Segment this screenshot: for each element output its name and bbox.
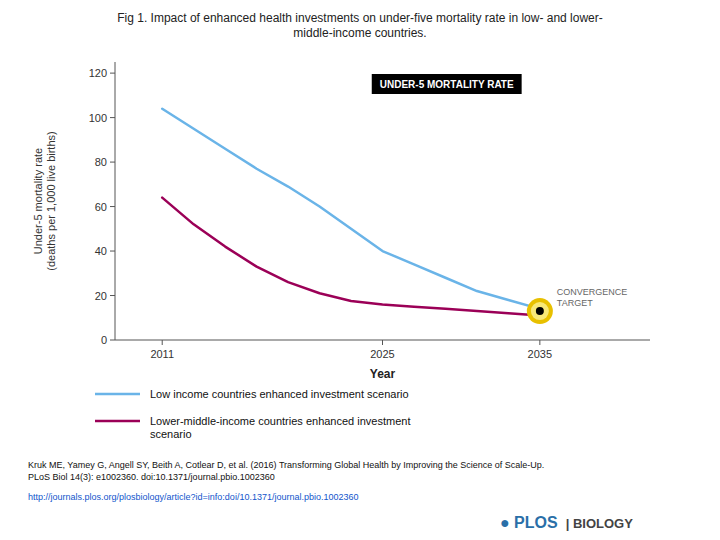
citation: Kruk ME, Yamey G, Angell SY, Beith A, Co…: [28, 460, 544, 482]
y-tick: [110, 73, 115, 74]
x-tick: [382, 340, 383, 345]
y-tick: [110, 295, 115, 296]
text-line: Fig 1. Impact of enhanced health investm…: [117, 11, 603, 25]
series-line: [162, 109, 540, 309]
legend-swatch: [95, 393, 140, 396]
y-tick: [110, 162, 115, 163]
y-tick-label: 20: [95, 290, 107, 302]
y-tick-label: 60: [95, 201, 107, 213]
label-box: [372, 74, 522, 94]
legend-label: Low income countries enhanced investment…: [150, 388, 409, 400]
y-axis-line: [115, 62, 116, 340]
legend-item: Low income countries enhanced investment…: [95, 388, 409, 400]
plot-area: [162, 109, 553, 324]
y-tick: [110, 206, 115, 207]
x-tick-label: 2025: [370, 348, 394, 360]
text-line: middle-income countries.: [293, 26, 426, 40]
text-line: TARGET: [557, 298, 593, 308]
text-line: Under-5 mortality rate: [32, 148, 44, 254]
text-line: CONVERGENCE: [557, 287, 628, 297]
target-ring: [527, 298, 553, 324]
y-tick-label: 40: [95, 245, 107, 257]
y-tick-label: 120: [89, 67, 107, 79]
y-axis-label: Under-5 mortality rate(deaths per 1,000 …: [32, 131, 57, 270]
x-tick: [539, 340, 540, 345]
url: http://journals.plos.org/plosbiology/art…: [28, 492, 358, 502]
y-axis-label-group: Under-5 mortality rate(deaths per 1,000 …: [32, 131, 57, 270]
chart: Fig 1. Impact of enhanced health investm…: [0, 0, 720, 540]
logo: | BIOLOGY: [566, 516, 634, 531]
text-line: scenario: [150, 428, 192, 440]
y-tick-label: 100: [89, 112, 107, 124]
legend-label: Lower-middle-income countries enhanced i…: [150, 415, 410, 440]
label-box-text: UNDER-5 MORTALITY RATE: [380, 79, 514, 90]
annotation: CONVERGENCETARGET: [557, 287, 628, 308]
x-tick-label: 2011: [150, 348, 174, 360]
legend-item: Lower-middle-income countries enhanced i…: [95, 415, 410, 440]
x-tick: [162, 340, 163, 345]
y-tick-label: 80: [95, 156, 107, 168]
y-tick-label: 0: [101, 334, 107, 346]
text-line: (deaths per 1,000 live births): [45, 131, 57, 270]
y-tick: [110, 251, 115, 252]
text-line: Low income countries enhanced investment…: [150, 388, 409, 400]
background: [0, 0, 720, 540]
text-line: Kruk ME, Yamey G, Angell SY, Beith A, Co…: [28, 460, 544, 470]
logo: ● PLOS: [500, 514, 558, 531]
series-line: [162, 198, 540, 316]
y-tick: [110, 340, 115, 341]
x-tick-label: 2035: [528, 348, 552, 360]
x-axis-label: Year: [370, 367, 396, 381]
legend-swatch: [95, 420, 140, 423]
target-center: [536, 307, 544, 315]
title: Fig 1. Impact of enhanced health investm…: [117, 11, 603, 40]
target-ring: [531, 302, 549, 320]
text-line: PLoS Biol 14(3): e1002360. doi:10.1371/j…: [28, 472, 275, 482]
target-marker: [527, 298, 553, 324]
text-line: Lower-middle-income countries enhanced i…: [150, 415, 410, 427]
y-tick: [110, 117, 115, 118]
